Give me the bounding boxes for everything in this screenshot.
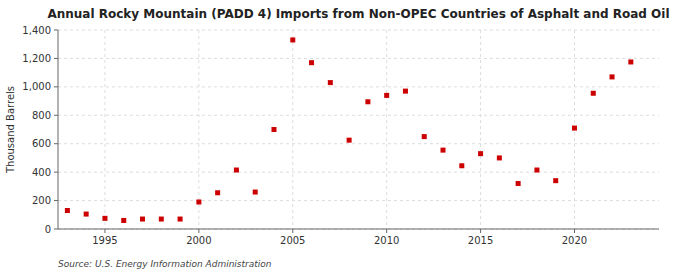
point (534, 168, 539, 173)
y-tick-label: 800 (32, 110, 51, 121)
x-grid-line (292, 30, 293, 229)
y-tick-label: 0 (45, 224, 51, 235)
y-grid-line (58, 58, 659, 59)
point (403, 89, 408, 94)
point (328, 80, 333, 85)
point (140, 217, 145, 222)
point (610, 74, 615, 79)
y-grid-line (58, 143, 659, 144)
title: Annual Rocky Mountain (PADD 4) Imports f… (47, 7, 669, 21)
point (497, 155, 502, 160)
point (234, 168, 239, 173)
grid (58, 30, 659, 229)
y-tick (54, 143, 58, 144)
point (478, 151, 483, 156)
point (84, 212, 89, 217)
x-tick-label: 1995 (92, 235, 117, 246)
y-tick-label: 1,200 (22, 53, 51, 64)
y-tick (54, 30, 58, 31)
y-grid-line (58, 200, 659, 201)
y-tick-label: 600 (32, 138, 51, 149)
x-tick (198, 229, 199, 233)
x-tick (386, 229, 387, 233)
y-grid-line (58, 229, 659, 230)
point (196, 199, 201, 204)
y-axis-line (58, 30, 59, 229)
point (553, 178, 558, 183)
point (572, 126, 577, 131)
point (271, 127, 276, 132)
x-tick (292, 229, 293, 233)
y-axis-label: Thousand Barrels (5, 86, 16, 174)
x-tick-label: 2020 (562, 235, 587, 246)
point (121, 218, 126, 223)
y-tick-label: 1,400 (22, 25, 51, 36)
point (159, 217, 164, 222)
y-tick-label: 400 (32, 167, 51, 178)
y-grid-line (58, 86, 659, 87)
point (628, 59, 633, 64)
x-tick (574, 229, 575, 233)
y-tick-label: 200 (32, 195, 51, 206)
point (441, 148, 446, 153)
x-tick (480, 229, 481, 233)
y-grid-line (58, 30, 659, 31)
point (459, 163, 464, 168)
y-tick-label: 1,000 (22, 81, 51, 92)
point (591, 91, 596, 96)
axes: 0 200 400 600 800 1,000 1,200 1,400 1995 2000 2005… (22, 25, 659, 247)
x-tick (104, 229, 105, 233)
x-grid-line (386, 30, 387, 229)
point (65, 208, 70, 213)
x-tick-label: 2010 (374, 235, 399, 246)
source-note: Source: U.S. Energy Information Administ… (58, 259, 272, 269)
x-tick-label: 2000 (186, 235, 211, 246)
point (290, 37, 295, 42)
point (365, 99, 370, 104)
x-axis-line (58, 229, 659, 230)
x-grid-line (104, 30, 105, 229)
point (422, 134, 427, 139)
point (178, 217, 183, 222)
y-tick (54, 200, 58, 201)
y-tick (54, 115, 58, 116)
point (102, 216, 107, 221)
point (253, 190, 258, 195)
point (347, 138, 352, 143)
y-grid-line (58, 115, 659, 116)
x-tick-label: 2015 (468, 235, 493, 246)
points (65, 37, 633, 223)
chart: Annual Rocky Mountain (PADD 4) Imports f… (0, 0, 675, 275)
point (309, 60, 314, 65)
x-tick-label: 2005 (280, 235, 305, 246)
x-grid-line (198, 30, 199, 229)
y-tick (54, 58, 58, 59)
y-tick (54, 86, 58, 87)
point (516, 181, 521, 186)
y-tick (54, 229, 58, 230)
point (384, 93, 389, 98)
y-tick (54, 172, 58, 173)
point (215, 190, 220, 195)
x-grid-line (480, 30, 481, 229)
y-grid-line (58, 172, 659, 173)
